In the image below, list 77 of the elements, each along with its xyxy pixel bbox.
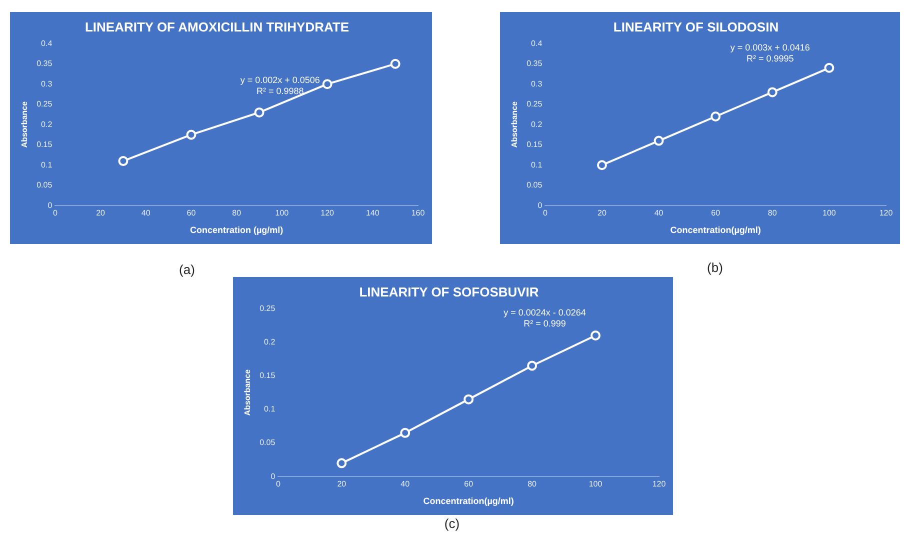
y-axis-title: Absorbance xyxy=(20,100,30,148)
annotation: R² = 0.999 xyxy=(524,318,566,329)
y-tick-label: 0.15 xyxy=(526,140,543,150)
y-tick-label: 0.3 xyxy=(531,79,543,88)
x-tick-label: 100 xyxy=(822,208,836,218)
y-tick-label: 0.15 xyxy=(36,140,53,150)
annotation: R² = 0.9988 xyxy=(256,86,304,96)
point xyxy=(186,130,196,140)
x-tick-label: 100 xyxy=(275,208,290,218)
x-tick-label: 160 xyxy=(411,208,426,218)
point xyxy=(322,79,332,90)
text: (a) xyxy=(178,262,196,277)
annotation: y = 0.003x + 0.0416 xyxy=(730,42,810,53)
point xyxy=(390,58,400,69)
text: (c) xyxy=(443,516,461,531)
point xyxy=(527,360,538,371)
annotation: y = 0.002x + 0.0506 xyxy=(240,74,320,85)
y-tick-label: 0.1 xyxy=(264,404,276,414)
annotation: R² = 0.9995 xyxy=(746,54,794,64)
x-tick-label: 80 xyxy=(768,208,778,218)
x-tick-label: 80 xyxy=(528,480,538,489)
y-tick-label: 0.3 xyxy=(41,79,53,88)
x-tick-label: 60 xyxy=(711,208,721,218)
point xyxy=(464,394,474,404)
point xyxy=(400,428,410,438)
y-tick-label: 0.25 xyxy=(526,100,543,109)
y-tick-label: 0.25 xyxy=(260,304,276,313)
x-axis-title: Concentration(µg/ml) xyxy=(423,496,514,506)
point xyxy=(767,87,778,98)
y-tick-label: 0.1 xyxy=(531,160,543,170)
chart-title: LINEARITY OF SOFOSBUVIR xyxy=(359,284,540,300)
y-tick-label: 0.1 xyxy=(41,160,53,170)
point xyxy=(254,107,264,118)
y-axis-title: Absorbance xyxy=(243,368,252,416)
y-tick-label: 0.4 xyxy=(531,38,543,48)
y-tick-label: 0.15 xyxy=(260,371,276,380)
x-axis-title: Concentration(µg/ml) xyxy=(670,225,761,236)
y-tick-label: 0.05 xyxy=(260,438,276,448)
y-tick-label: 0.2 xyxy=(264,337,276,346)
x-tick-label: 40 xyxy=(400,480,410,489)
x-axis-title: Concentration (µg/ml) xyxy=(190,225,284,236)
y-tick-label: 0.35 xyxy=(36,59,53,68)
x-tick-label: 20 xyxy=(337,480,347,489)
y-tick-label: 0.35 xyxy=(526,59,543,68)
x-tick-label: 60 xyxy=(464,480,474,489)
x-tick-label: 140 xyxy=(366,208,380,218)
point xyxy=(824,62,834,73)
y-tick-label: 0 xyxy=(48,200,53,210)
y-tick-label: 0.2 xyxy=(531,120,543,129)
x-tick-label: 60 xyxy=(186,208,196,218)
point xyxy=(118,156,128,166)
x-tick-label: 120 xyxy=(320,208,335,218)
y-tick-label: 0.4 xyxy=(41,38,53,48)
y-tick-label: 0.05 xyxy=(526,180,543,190)
x-tick-label: 40 xyxy=(141,208,151,218)
point xyxy=(654,136,664,146)
x-tick-label: 120 xyxy=(652,480,666,489)
y-tick-label: 0 xyxy=(538,200,543,210)
chart-title: LINEARITY OF SILODOSIN xyxy=(613,19,779,34)
y-axis-title: Absorbance xyxy=(510,100,520,148)
point xyxy=(336,458,347,468)
y-tick-label: 0.25 xyxy=(36,100,53,109)
point xyxy=(596,160,607,170)
y-tick-label: 0.2 xyxy=(41,120,53,129)
x-tick-label: 20 xyxy=(598,208,607,218)
text: (b) xyxy=(706,260,724,275)
x-tick-label: 40 xyxy=(654,208,664,218)
y-tick-label: 0 xyxy=(270,472,276,481)
y-tick-label: 0.05 xyxy=(36,180,53,190)
annotation: y = 0.0024x - 0.0264 xyxy=(504,308,586,318)
x-tick-label: 80 xyxy=(232,208,242,218)
point xyxy=(710,112,721,122)
chart-title: LINEARITY OF AMOXICILLIN TRIHYDRATE xyxy=(84,19,350,34)
point xyxy=(590,330,601,340)
x-tick-label: 20 xyxy=(96,208,106,218)
x-tick-label: 120 xyxy=(879,208,894,218)
x-tick-label: 100 xyxy=(588,480,603,489)
